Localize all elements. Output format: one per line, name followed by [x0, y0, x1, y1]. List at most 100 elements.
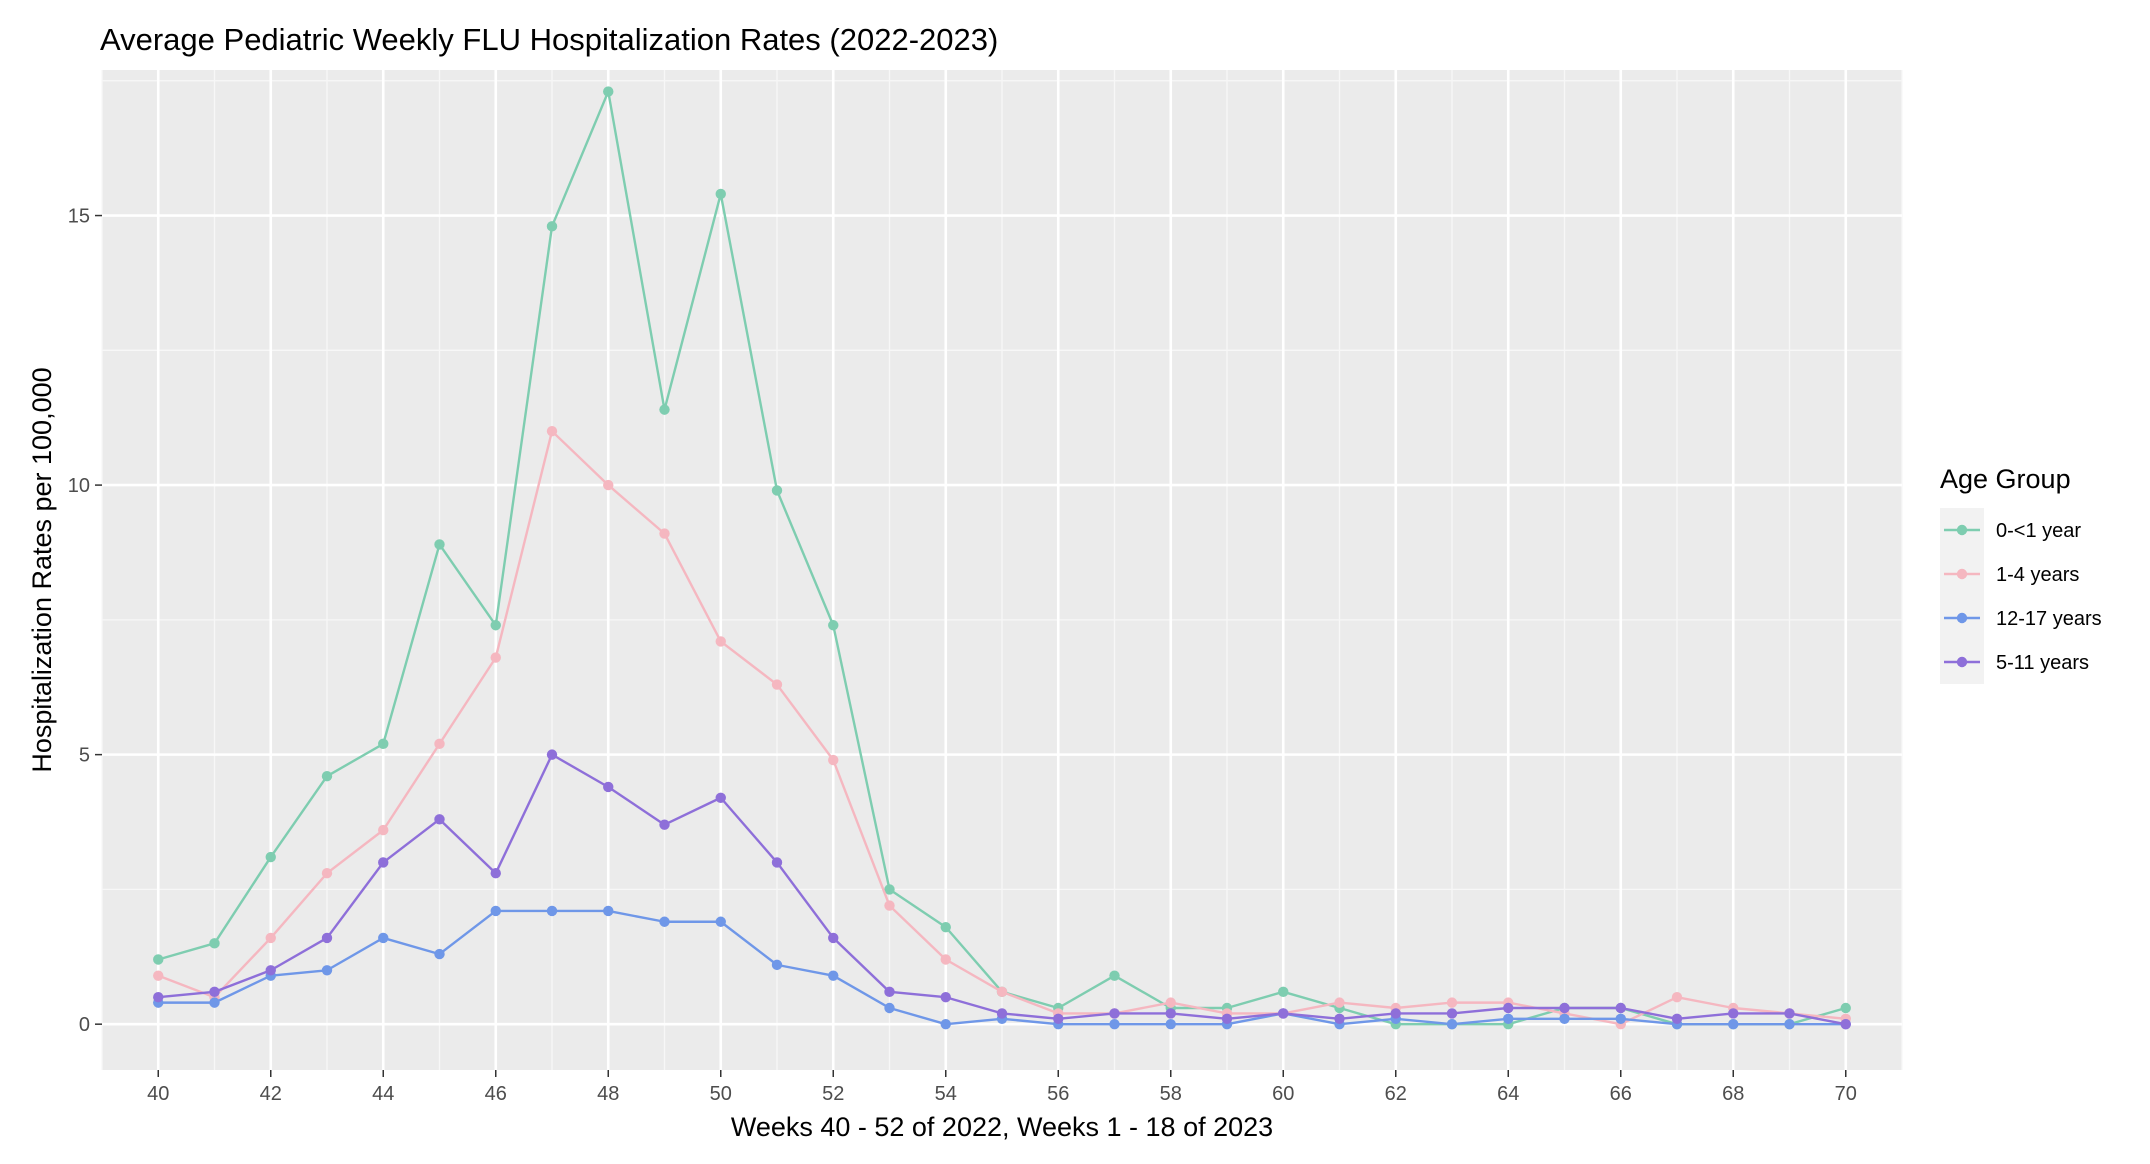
data-point	[209, 997, 220, 1008]
data-point	[1840, 1018, 1851, 1030]
data-point	[884, 1002, 895, 1014]
y-tick-label: 15	[68, 206, 90, 228]
data-point	[1221, 1013, 1233, 1024]
data-point	[321, 770, 333, 782]
data-point	[1109, 970, 1120, 981]
data-point	[265, 932, 276, 944]
legend-label: 5-11 years	[1996, 652, 2089, 674]
data-point	[940, 954, 951, 965]
data-point	[884, 986, 895, 998]
x-tick-label: 62	[1385, 1083, 1407, 1105]
x-tick-label: 48	[597, 1083, 619, 1105]
x-tick-label: 54	[935, 1083, 957, 1105]
legend-title: Age Group	[1940, 464, 2071, 494]
data-point	[884, 900, 895, 911]
data-point	[996, 1008, 1008, 1019]
data-point	[490, 620, 501, 631]
data-point	[1334, 997, 1345, 1008]
legend-key-point	[1956, 612, 1968, 624]
legend-label: 12-17 years	[1996, 608, 2102, 630]
data-point	[715, 792, 726, 803]
data-point	[1109, 1018, 1120, 1030]
data-point	[1165, 997, 1176, 1008]
y-tick-label: 10	[68, 475, 90, 497]
data-point	[940, 1018, 951, 1030]
x-tick-label: 66	[1610, 1083, 1632, 1105]
x-tick-label: 68	[1722, 1083, 1744, 1105]
x-axis: 40 42 44 46 48 50 52 54 56 58 60 62 64 66 68 70	[147, 1070, 1857, 1105]
data-point	[940, 992, 951, 1003]
data-point	[1728, 1008, 1739, 1019]
legend-key-point	[1956, 656, 1968, 668]
data-point	[490, 868, 501, 879]
data-point	[996, 986, 1008, 998]
x-tick-label: 60	[1272, 1083, 1294, 1105]
data-point	[715, 188, 726, 200]
data-point	[828, 754, 839, 766]
data-point	[940, 921, 951, 933]
data-point	[1446, 997, 1458, 1008]
legend-item: 0-<1 year	[1940, 508, 2081, 552]
data-point	[1278, 1008, 1289, 1019]
data-point	[546, 221, 558, 232]
data-point	[1671, 1013, 1683, 1024]
data-point	[378, 824, 389, 836]
data-point	[1671, 992, 1683, 1003]
data-point	[490, 905, 501, 917]
legend-items: 0-<1 year 1-4 years 12-17 years 5-11 years	[1940, 508, 2102, 684]
x-axis-title: Weeks 40 - 52 of 2022, Weeks 1 - 18 of 2…	[731, 1112, 1273, 1142]
y-tick-label: 5	[79, 745, 90, 767]
data-point	[659, 819, 670, 830]
y-axis: 0 5 10 15	[68, 206, 102, 1036]
series-3	[153, 749, 1851, 1030]
x-tick-label: 58	[1160, 1083, 1182, 1105]
data-point	[321, 965, 333, 976]
data-point	[153, 970, 164, 981]
data-point	[321, 868, 333, 879]
data-point	[828, 932, 839, 944]
data-point	[378, 932, 389, 944]
data-point	[209, 938, 220, 949]
legend-item: 12-17 years	[1940, 596, 2102, 640]
x-tick-label: 46	[485, 1083, 507, 1105]
data-point	[603, 479, 614, 491]
data-point	[1446, 1018, 1458, 1030]
series-layer	[153, 86, 1851, 1030]
data-point	[490, 652, 501, 663]
data-point	[209, 986, 220, 998]
data-point	[434, 814, 445, 825]
data-point	[546, 425, 558, 437]
data-point	[434, 738, 445, 750]
data-point	[884, 884, 895, 895]
data-point	[715, 636, 726, 647]
data-point	[546, 749, 558, 760]
data-point	[265, 851, 276, 863]
data-point	[1559, 1013, 1570, 1024]
data-point	[434, 539, 445, 550]
data-point	[1840, 1002, 1851, 1014]
data-point	[603, 86, 614, 97]
data-point	[1390, 1008, 1401, 1019]
data-point	[153, 954, 164, 965]
legend-key-point	[1956, 568, 1968, 580]
grid-major	[102, 70, 1902, 1070]
x-tick-label: 56	[1047, 1083, 1069, 1105]
data-point	[1165, 1018, 1176, 1030]
data-point	[1728, 1018, 1739, 1030]
data-point	[1503, 1002, 1514, 1014]
data-point	[546, 905, 558, 917]
data-point	[1165, 1008, 1176, 1019]
data-point	[321, 932, 333, 944]
data-point	[1334, 1013, 1345, 1024]
data-point	[828, 970, 839, 981]
x-tick-label: 42	[260, 1083, 282, 1105]
x-tick-label: 40	[147, 1083, 169, 1105]
data-point	[771, 857, 783, 868]
data-point	[1615, 1002, 1626, 1014]
data-point	[378, 857, 389, 868]
data-point	[603, 905, 614, 917]
data-point	[715, 916, 726, 927]
data-point	[378, 738, 389, 750]
data-point	[659, 916, 670, 927]
